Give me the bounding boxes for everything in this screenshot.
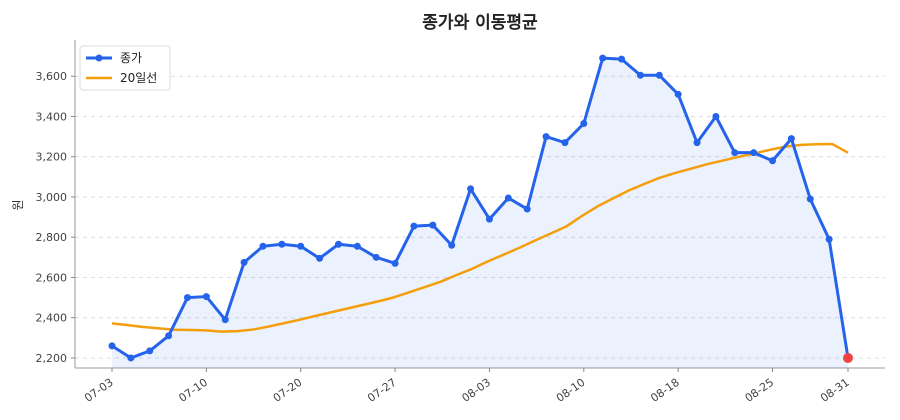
close-point — [504, 194, 512, 202]
close-point — [146, 347, 154, 355]
x-tick-label: 08-18 — [648, 376, 682, 405]
close-point — [825, 235, 833, 243]
close-point — [655, 71, 663, 79]
y-tick-label: 2,200 — [36, 352, 68, 365]
series — [108, 54, 853, 369]
ma20-line — [111, 142, 849, 333]
x-tick-label: 08-25 — [743, 376, 777, 405]
x-tick-labels: 07-03 07-10 07-20 07-27 08-03 08-10 08-18 08-25… — [82, 368, 852, 405]
close-last-point — [843, 352, 853, 363]
close-point — [561, 139, 569, 147]
close-point — [334, 240, 342, 248]
close-point — [297, 242, 305, 250]
close-point — [165, 332, 173, 340]
close-point — [372, 253, 380, 261]
close-point — [183, 294, 191, 302]
y-axis-label: 원 — [11, 199, 25, 210]
x-tick-label: 08-10 — [554, 376, 588, 405]
close-point — [485, 215, 493, 223]
close-point — [467, 185, 475, 193]
legend-label-close: 종가 — [120, 51, 142, 65]
close-point — [523, 205, 531, 213]
close-point — [240, 258, 248, 266]
legend: 종가 20일선 — [79, 45, 171, 91]
close-point — [693, 139, 701, 147]
close-point — [731, 149, 739, 157]
y-tick-labels: 2,200 2,400 2,600 2,800 3,000 3,200 3,400 3,600 — [36, 70, 75, 365]
y-tick-label: 3,600 — [36, 70, 68, 83]
close-point — [580, 120, 588, 128]
close-point — [108, 342, 116, 350]
x-tick-label: 07-27 — [365, 376, 399, 405]
close-point — [410, 222, 418, 230]
close-point — [636, 71, 644, 79]
legend-marker-close — [95, 54, 103, 62]
close-point — [278, 240, 286, 248]
close-point — [787, 135, 795, 143]
close-point — [259, 242, 267, 250]
legend-label-ma20: 20일선 — [120, 71, 157, 85]
x-tick-label: 08-03 — [460, 376, 494, 405]
close-point — [769, 157, 777, 165]
close-point — [674, 90, 682, 98]
close-point — [127, 354, 135, 362]
grid-lines — [75, 75, 885, 359]
close-point — [448, 241, 456, 249]
close-line — [111, 56, 850, 360]
close-point — [221, 316, 229, 324]
close-point — [202, 293, 210, 301]
y-tick-label: 3,400 — [36, 110, 68, 123]
x-tick-label: 07-10 — [176, 376, 210, 405]
close-point — [353, 242, 361, 250]
y-tick-label: 3,200 — [36, 151, 68, 164]
y-tick-label: 2,400 — [36, 312, 68, 325]
x-tick-label: 07-03 — [82, 376, 116, 405]
x-tick-label: 07-20 — [271, 376, 305, 405]
close-point — [712, 112, 720, 120]
close-area-fill — [112, 58, 848, 369]
close-point — [750, 149, 758, 157]
y-tick-label: 2,600 — [36, 271, 68, 284]
close-point — [806, 195, 814, 203]
close-point — [316, 254, 324, 262]
close-point — [618, 55, 626, 63]
chart-title: 종가와 이동평균 — [422, 13, 538, 33]
axes — [74, 40, 885, 369]
y-tick-label: 3,000 — [36, 191, 68, 204]
x-tick-label: 08-31 — [818, 376, 852, 405]
close-point — [391, 259, 399, 267]
close-point — [429, 221, 437, 229]
close-point — [599, 54, 607, 62]
y-tick-label: 2,800 — [36, 231, 68, 244]
close-point — [542, 133, 550, 141]
